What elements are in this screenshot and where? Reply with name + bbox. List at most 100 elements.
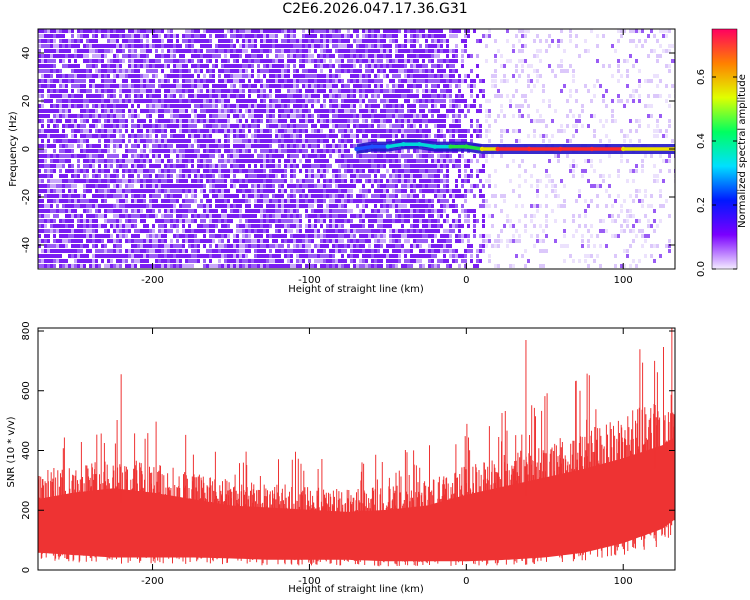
spectrogram-cell xyxy=(170,139,173,143)
spectrogram-cell xyxy=(47,169,50,173)
spectrogram-cell xyxy=(212,104,215,108)
spectrogram-cell xyxy=(41,184,44,188)
spectrogram-cell xyxy=(320,219,323,223)
spectrogram-cell xyxy=(83,104,86,108)
spectrogram-cell xyxy=(398,169,401,173)
spectrogram-cell xyxy=(281,259,284,263)
spectrogram-cell xyxy=(44,44,47,48)
spectrogram-cell xyxy=(44,59,47,63)
spectrogram-cell xyxy=(134,189,137,193)
spectrogram-cell xyxy=(119,244,122,248)
spectrogram-cell xyxy=(212,219,215,223)
spectrogram-cell xyxy=(158,189,161,193)
spectrogram-cell xyxy=(44,49,47,53)
spectrogram-cell xyxy=(98,59,101,63)
spectrogram-cell xyxy=(89,234,92,238)
spectrogram-cell xyxy=(71,104,74,108)
spectrogram-cell xyxy=(230,49,233,53)
spectrogram-cell xyxy=(188,209,191,213)
spectrogram-cell xyxy=(221,174,224,178)
spectrogram-cell xyxy=(398,84,401,88)
spectrogram-cell xyxy=(218,39,221,43)
spectrogram-cell xyxy=(224,254,227,258)
spectrogram-cell xyxy=(167,209,170,213)
spectrogram-cell xyxy=(281,204,284,208)
spectrogram-cell xyxy=(389,219,392,223)
spectrogram-cell xyxy=(386,139,389,143)
spectrogram-cell xyxy=(374,164,377,168)
spectrogram-cell xyxy=(380,239,383,243)
spectrogram-cell xyxy=(47,179,50,183)
spectrogram-cell xyxy=(62,264,65,268)
spectrogram-cell xyxy=(149,109,152,113)
spectrogram-cell xyxy=(191,129,194,133)
spectrogram-cell xyxy=(122,49,125,53)
spectrogram-cell xyxy=(131,134,134,138)
spectrogram-cell xyxy=(350,189,353,193)
spectrogram-cell xyxy=(47,74,50,78)
spectrogram-cell xyxy=(68,44,71,48)
spectrogram-cell xyxy=(311,99,314,103)
spectrogram-cell xyxy=(278,104,281,108)
spectrogram-cell xyxy=(161,99,164,103)
spectrogram-cell xyxy=(155,164,158,168)
spectrogram-cell xyxy=(95,104,98,108)
spectrogram-cell xyxy=(314,244,317,248)
spectrogram-cell xyxy=(224,79,227,83)
spectrogram-cell xyxy=(233,59,236,63)
spectrogram-cell xyxy=(314,199,317,203)
spectrogram-cell xyxy=(128,39,131,43)
spectrogram-cell xyxy=(62,209,65,213)
spectrogram-cell xyxy=(245,159,248,163)
spectrogram-cell xyxy=(218,44,221,48)
spectrogram-cell xyxy=(257,194,260,198)
spectrogram-cell xyxy=(296,154,299,158)
spectrogram-cell xyxy=(338,209,341,213)
spectrogram-cell xyxy=(227,214,230,218)
spectrogram-cell xyxy=(392,29,395,33)
spectrogram-cell xyxy=(149,164,152,168)
spectrogram-cell xyxy=(260,54,263,58)
spectrogram-cell xyxy=(197,104,200,108)
spectrogram-cell xyxy=(134,169,137,173)
spectrogram-cell xyxy=(359,214,362,218)
spectrogram-cell xyxy=(401,154,404,158)
spectrogram-cell xyxy=(221,89,224,93)
spectrogram-cell xyxy=(245,149,248,153)
spectrogram-cell xyxy=(320,134,323,138)
spectrogram-cell xyxy=(116,184,119,188)
spectrogram-cell xyxy=(218,149,221,153)
spectrogram-cell xyxy=(125,74,128,78)
spectrogram-cell xyxy=(107,179,110,183)
spectrogram-cell xyxy=(200,109,203,113)
spectrogram-cell xyxy=(92,114,95,118)
spectrogram-cell xyxy=(284,129,287,133)
spectrogram-cell xyxy=(173,49,176,53)
spectrogram-cell xyxy=(53,184,56,188)
spectrogram-cell xyxy=(347,129,350,133)
spectrogram-cell xyxy=(209,159,212,163)
spectrogram-cell xyxy=(170,244,173,248)
spectrogram-cell xyxy=(167,34,170,38)
spectrogram-cell xyxy=(386,64,389,68)
spectrogram-cell xyxy=(335,184,338,188)
spectrogram-cell xyxy=(134,64,137,68)
spectrogram-cell xyxy=(266,134,269,138)
spectrogram-cell xyxy=(269,109,272,113)
spectrogram-cell xyxy=(371,259,374,263)
spectrogram-cell xyxy=(248,99,251,103)
spectrogram-cell xyxy=(197,179,200,183)
spectrogram-cell xyxy=(353,79,356,83)
spectrogram-cell xyxy=(287,99,290,103)
spectrogram-cell xyxy=(371,34,374,38)
spectrogram-cell xyxy=(308,219,311,223)
spectrogram-cell xyxy=(347,149,350,153)
spectrogram-cell xyxy=(278,124,281,128)
spectrogram-cell xyxy=(47,69,50,73)
spectrogram-cell xyxy=(173,64,176,68)
spectrogram-cell xyxy=(263,219,266,223)
spectrogram-cell xyxy=(347,69,350,73)
spectrogram-cell xyxy=(323,239,326,243)
spectrogram-cell xyxy=(62,89,65,93)
spectrogram-cell xyxy=(329,119,332,123)
